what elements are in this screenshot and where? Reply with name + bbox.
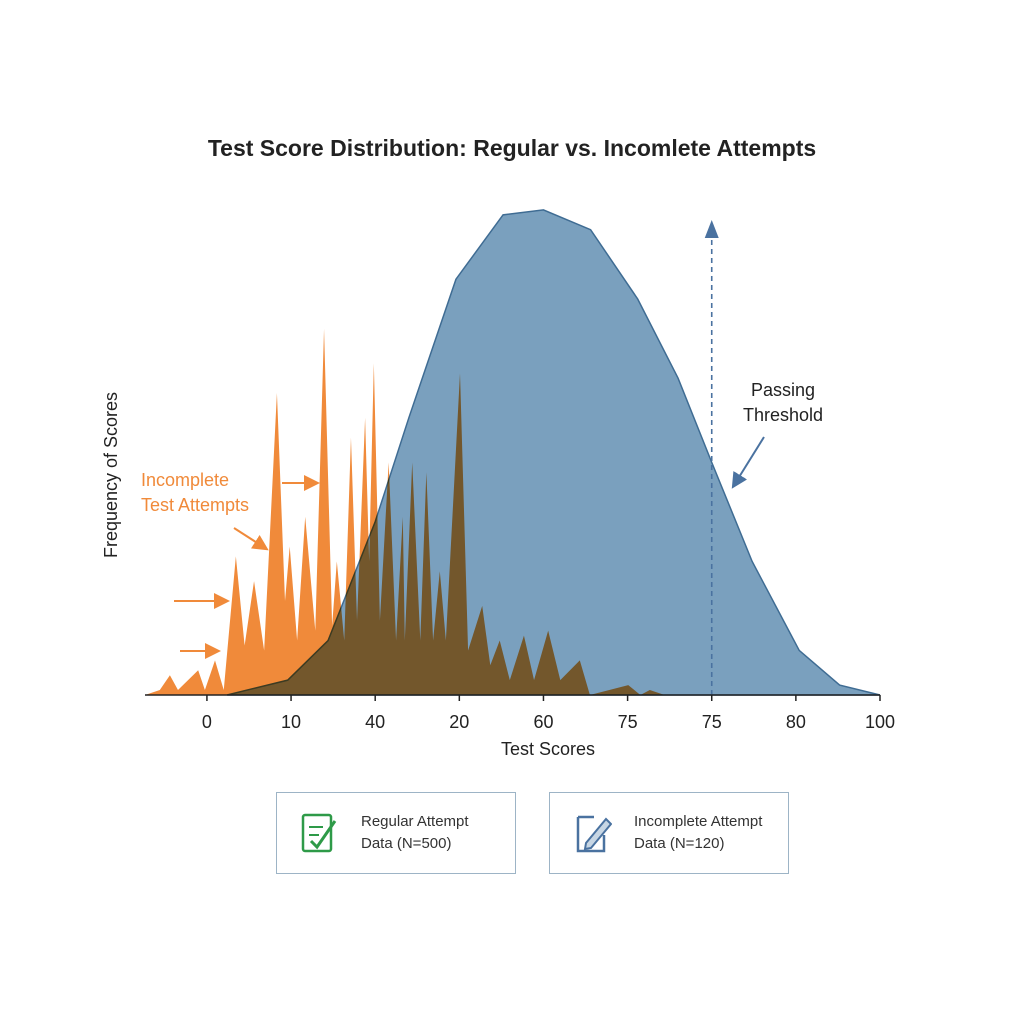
legend-icon	[576, 815, 612, 853]
chart: Test Score Distribution: Regular vs. Inc…	[101, 135, 895, 759]
legend-label: Regular Attempt Data (N=500)	[361, 813, 469, 852]
x-tick-label: 10	[281, 712, 301, 732]
chart-title: Test Score Distribution: Regular vs. Inc…	[208, 135, 816, 161]
threshold-arrowhead	[704, 220, 719, 238]
x-tick-label: 80	[786, 712, 806, 732]
annotation-line: Incomplete	[141, 470, 229, 490]
annotation-line: Passing	[751, 380, 815, 400]
x-axis-label: Test Scores	[501, 739, 595, 759]
x-tick-label: 0	[202, 712, 212, 732]
legend-incomplete: Incomplete Attempt Data (N=120)	[549, 792, 789, 874]
x-tick-label: 20	[449, 712, 469, 732]
x-tick-label: 60	[533, 712, 553, 732]
legend-icon	[301, 813, 337, 853]
annotation: Passing Threshold	[743, 380, 823, 425]
x-tick-label: 100	[865, 712, 895, 732]
legend-label: Incomplete Attempt Data (N=120)	[634, 813, 763, 852]
y-axis-label: Frequency of Scores	[101, 392, 121, 558]
area	[145, 328, 665, 695]
legend-regular: Regular Attempt Data (N=500)	[276, 792, 516, 874]
annotation: Incomplete Test Attempts	[141, 470, 249, 515]
annotation-line: Threshold	[743, 405, 823, 425]
x-tick-label: 75	[702, 712, 722, 732]
x-tick-label: 40	[365, 712, 385, 732]
annotation-line: Test Attempts	[141, 495, 249, 515]
x-tick-label: 75	[618, 712, 638, 732]
